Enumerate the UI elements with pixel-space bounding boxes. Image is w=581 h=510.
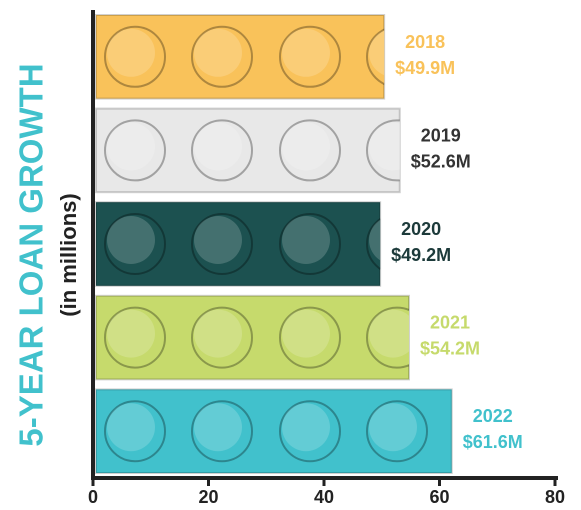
stud-shine bbox=[282, 28, 330, 77]
stud bbox=[366, 28, 385, 86]
bar-studs bbox=[104, 213, 381, 275]
stud-shine bbox=[107, 403, 155, 452]
stud bbox=[104, 119, 166, 182]
stud-shine bbox=[369, 30, 385, 76]
stud bbox=[191, 306, 253, 369]
x-tick-label: 0 bbox=[88, 487, 98, 507]
stud-shine bbox=[282, 403, 330, 452]
category-label: 2022 bbox=[473, 406, 513, 426]
stud bbox=[191, 119, 253, 182]
stud-shine bbox=[282, 216, 330, 264]
stud bbox=[279, 400, 341, 463]
stud-shine bbox=[194, 403, 242, 452]
stud-shine bbox=[194, 309, 242, 358]
stud bbox=[104, 213, 166, 275]
stud-shine bbox=[107, 216, 155, 264]
stud-shine bbox=[369, 309, 410, 358]
stud bbox=[191, 25, 253, 88]
chart-title: 5-YEAR LOAN GROWTH bbox=[13, 63, 50, 446]
x-tick-label: 20 bbox=[198, 487, 218, 507]
stud-shine bbox=[194, 122, 242, 171]
stud bbox=[279, 25, 341, 88]
bar-studs bbox=[104, 400, 428, 463]
stud-shine bbox=[282, 309, 330, 358]
stud-shine bbox=[282, 122, 330, 171]
category-label: 2021 bbox=[430, 313, 470, 333]
stud-shine bbox=[369, 122, 400, 171]
stud-shine bbox=[369, 219, 381, 261]
stud bbox=[366, 217, 381, 271]
category-label: 2018 bbox=[405, 32, 445, 52]
x-tick-label: 60 bbox=[429, 487, 449, 507]
stud bbox=[366, 306, 410, 369]
stud-shine bbox=[194, 28, 242, 77]
value-label: $49.9M bbox=[395, 58, 455, 78]
value-label: $52.6M bbox=[411, 151, 471, 171]
stud bbox=[366, 400, 428, 463]
stud bbox=[191, 400, 253, 463]
stud bbox=[366, 119, 400, 182]
bar-studs bbox=[104, 306, 410, 369]
stud bbox=[104, 400, 166, 463]
bar-studs bbox=[104, 119, 400, 182]
stud-shine bbox=[107, 309, 155, 358]
value-label: $49.2M bbox=[391, 245, 451, 265]
stud bbox=[104, 25, 166, 88]
value-label: $54.2M bbox=[420, 339, 480, 359]
bar-studs bbox=[104, 25, 385, 88]
value-label: $61.6M bbox=[463, 432, 523, 452]
stud bbox=[279, 306, 341, 369]
stud-shine bbox=[194, 216, 242, 264]
category-label: 2020 bbox=[401, 219, 441, 239]
stud bbox=[279, 213, 341, 275]
stud-shine bbox=[107, 122, 155, 171]
stud bbox=[104, 306, 166, 369]
stud-shine bbox=[107, 28, 155, 77]
stud bbox=[279, 119, 341, 182]
x-tick-label: 40 bbox=[314, 487, 334, 507]
chart-subtitle: (in millions) bbox=[56, 193, 81, 316]
category-label: 2019 bbox=[421, 125, 461, 145]
stud bbox=[191, 213, 253, 275]
x-tick-label: 80 bbox=[545, 487, 565, 507]
stud-shine bbox=[369, 403, 417, 452]
